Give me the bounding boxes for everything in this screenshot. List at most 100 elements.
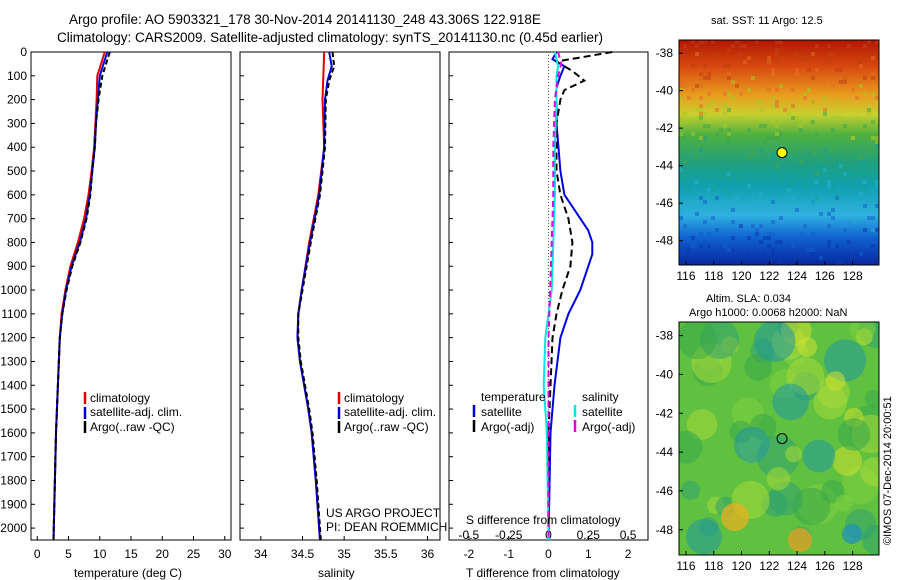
depth-tick-label: 900 xyxy=(7,259,27,273)
lon-tick-label: 122 xyxy=(759,269,779,283)
sst-pixel xyxy=(767,232,771,236)
sst-pixel xyxy=(695,180,699,184)
sst-pixel xyxy=(747,80,751,84)
sst-pixel xyxy=(775,124,779,128)
sla-blob xyxy=(832,446,863,476)
sst-pixel xyxy=(827,140,831,144)
sst-pixel xyxy=(771,104,775,108)
sst-pixel xyxy=(775,48,779,52)
s-tick-label: 0.5 xyxy=(620,528,637,542)
sst-pixel xyxy=(711,148,715,152)
sst-pixel xyxy=(727,92,731,96)
sst-pixel xyxy=(739,92,743,96)
sst-pixel xyxy=(699,148,703,152)
sst-pixel xyxy=(731,96,735,100)
sst-pixel xyxy=(699,104,703,108)
sst-pixel xyxy=(759,108,763,112)
s-tick-label: -0.25 xyxy=(495,528,523,542)
sst-pixel xyxy=(695,140,699,144)
sst-pixel xyxy=(807,88,811,92)
depth-tick-label: 1200 xyxy=(0,331,27,345)
sst-pixel xyxy=(763,140,767,144)
sst-pixel xyxy=(831,116,835,120)
sst-pixel xyxy=(875,136,879,140)
header-line1: Argo profile: AO 5903321_178 30-Nov-2014… xyxy=(69,12,541,27)
sst-pixel xyxy=(731,236,735,240)
depth-tick-label: 600 xyxy=(7,188,27,202)
sst-pixel xyxy=(699,136,703,140)
sst-pixel xyxy=(679,208,683,212)
sst-pixel xyxy=(707,92,711,96)
sst-pixel xyxy=(707,188,711,192)
sst-pixel xyxy=(703,136,707,140)
sst-pixel xyxy=(747,56,751,60)
depth-tick-label: 700 xyxy=(7,212,27,226)
depth-tick-labels: 0 100 200 300 400 500 600 700 800 900 1000 1100 1200… xyxy=(0,45,453,535)
sst-pixel xyxy=(691,132,695,136)
lon-tick-label: 120 xyxy=(731,559,751,573)
sst-pixel xyxy=(747,184,751,188)
sst-pixel xyxy=(779,180,783,184)
sst-pixel xyxy=(871,120,875,124)
sst-pixel xyxy=(875,144,879,148)
sst-pixel xyxy=(723,92,727,96)
xtick-label: 2 xyxy=(625,547,632,561)
sst-pixel xyxy=(695,52,699,56)
sst-pixel xyxy=(875,40,879,44)
difference-line-0 xyxy=(547,51,594,541)
sst-pixel xyxy=(871,228,875,232)
sst-pixel xyxy=(859,64,863,68)
sst-pixel xyxy=(699,84,703,88)
sst-pixel xyxy=(867,152,871,156)
xtick-label: 30 xyxy=(218,547,232,561)
sst-pixel xyxy=(735,40,739,44)
xtick-label: 36 xyxy=(421,547,435,561)
sst-pixel xyxy=(707,76,711,80)
legend-text: Argo(-adj) xyxy=(582,420,635,434)
sst-pixel xyxy=(699,116,703,120)
sst-pixel xyxy=(755,228,759,232)
sst-pixel xyxy=(707,244,711,248)
temperature-xtick-labels: 0 5 10 15 20 25 30 xyxy=(34,536,232,561)
sst-pixel xyxy=(743,164,747,168)
sst-pixel xyxy=(831,180,835,184)
sst-pixel xyxy=(779,176,783,180)
sst-pixel xyxy=(695,116,699,120)
sla-blob xyxy=(680,480,701,500)
sst-pixel xyxy=(703,240,707,244)
sst-pixel xyxy=(835,160,839,164)
sst-pixel xyxy=(699,72,703,76)
sst-pixel xyxy=(787,184,791,188)
sst-pixel xyxy=(803,184,807,188)
sst-pixel xyxy=(847,252,851,256)
lon-tick-label: 128 xyxy=(843,559,863,573)
sst-pixel xyxy=(839,80,843,84)
depth-tick-label: 2000 xyxy=(0,521,27,535)
sst-pixel xyxy=(739,52,743,56)
sst-pixel xyxy=(835,100,839,104)
sst-pixel xyxy=(727,192,731,196)
sst-pixel xyxy=(731,116,735,120)
sst-pixel xyxy=(747,256,751,260)
sst-pixel xyxy=(755,80,759,84)
sst-pixel xyxy=(811,200,815,204)
depth-tick-label: 300 xyxy=(7,116,27,130)
sst-pixel xyxy=(799,160,803,164)
sst-texture xyxy=(679,40,879,264)
legend-text: climatology xyxy=(90,391,150,405)
sla-map-title1: Altim. SLA: 0.034 xyxy=(706,293,791,305)
sst-pixel xyxy=(863,228,867,232)
sst-pixel xyxy=(775,88,779,92)
sst-pixel xyxy=(703,76,707,80)
sst-pixel xyxy=(823,60,827,64)
sst-pixel xyxy=(747,156,751,160)
sst-pixel xyxy=(823,112,827,116)
sst-pixel xyxy=(695,172,699,176)
sst-pixel xyxy=(775,40,779,44)
difference-series xyxy=(542,51,613,541)
salinity-series xyxy=(296,51,336,541)
sst-pixel xyxy=(863,124,867,128)
sst-pixel xyxy=(871,136,875,140)
sst-pixel xyxy=(751,56,755,60)
sst-pixel xyxy=(875,96,879,100)
